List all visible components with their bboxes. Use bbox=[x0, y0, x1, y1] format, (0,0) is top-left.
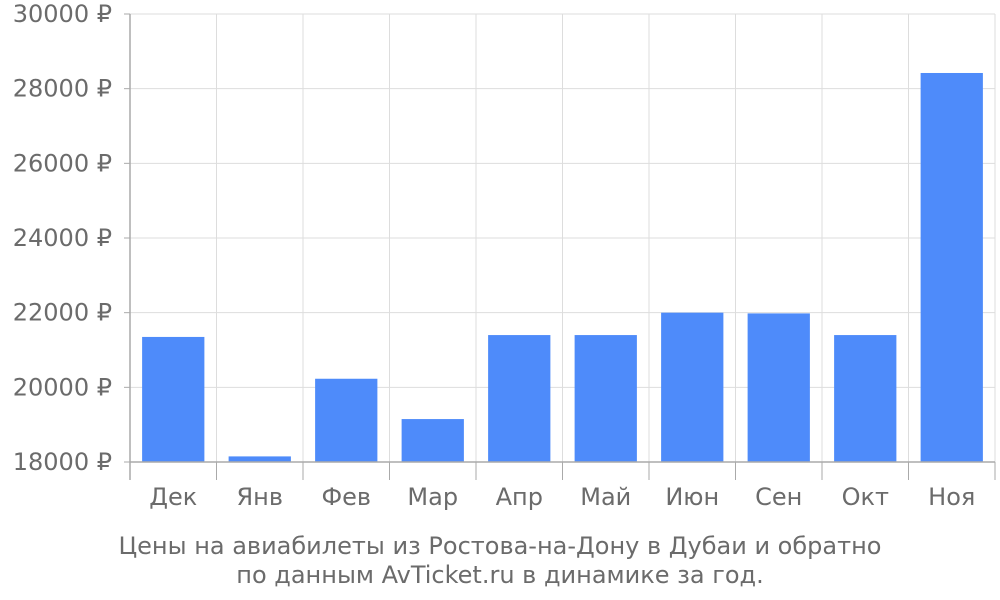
x-tick-label: Фев bbox=[321, 483, 371, 511]
y-tick-label: 30000 ₽ bbox=[13, 0, 112, 28]
caption-line-1: Цены на авиабилеты из Ростова-на-Дону в … bbox=[118, 532, 882, 560]
y-tick-label: 26000 ₽ bbox=[13, 149, 112, 177]
bar bbox=[661, 312, 724, 462]
grid-lines bbox=[130, 13, 996, 463]
x-tick-label: Сен bbox=[755, 483, 802, 511]
bar bbox=[228, 456, 291, 462]
y-tick-label: 22000 ₽ bbox=[13, 299, 112, 327]
x-tick-label: Окт bbox=[842, 483, 889, 511]
bar bbox=[834, 335, 897, 462]
bar bbox=[488, 335, 551, 462]
x-tick-label: Ноя bbox=[928, 483, 975, 511]
bars bbox=[142, 72, 983, 462]
bar bbox=[574, 335, 637, 462]
y-tick-label: 20000 ₽ bbox=[13, 373, 112, 401]
y-tick-label: 24000 ₽ bbox=[13, 224, 112, 252]
x-tick-label: Май bbox=[580, 483, 631, 511]
y-tick-labels: 18000 ₽ 20000 ₽ 22000 ₽ 24000 ₽ 26000 ₽ 28000… bbox=[13, 0, 112, 476]
caption-line-2: по данным AvTicket.ru в динамике за год. bbox=[236, 561, 764, 589]
x-tick-label: Мар bbox=[407, 483, 458, 511]
x-tick-label: Апр bbox=[496, 483, 543, 511]
axes bbox=[124, 13, 996, 480]
chart-caption: Цены на авиабилеты из Ростова-на-Дону в … bbox=[0, 532, 1000, 590]
y-tick-label: 18000 ₽ bbox=[13, 448, 112, 476]
x-tick-labels: Дек Янв Фев Мар Апр Май Июн Сен Окт Ноя bbox=[149, 483, 975, 511]
x-tick-label: Июн bbox=[665, 483, 719, 511]
bar bbox=[401, 419, 464, 462]
bar-chart: 18000 ₽ 20000 ₽ 22000 ₽ 24000 ₽ 26000 ₽ 28000… bbox=[13, 0, 996, 511]
y-tick-label: 28000 ₽ bbox=[13, 75, 112, 103]
bar bbox=[747, 313, 810, 462]
bar bbox=[920, 72, 983, 462]
bar bbox=[315, 378, 378, 462]
x-tick-label: Дек bbox=[149, 483, 197, 511]
x-tick-label: Янв bbox=[236, 483, 283, 511]
bar bbox=[142, 336, 205, 462]
